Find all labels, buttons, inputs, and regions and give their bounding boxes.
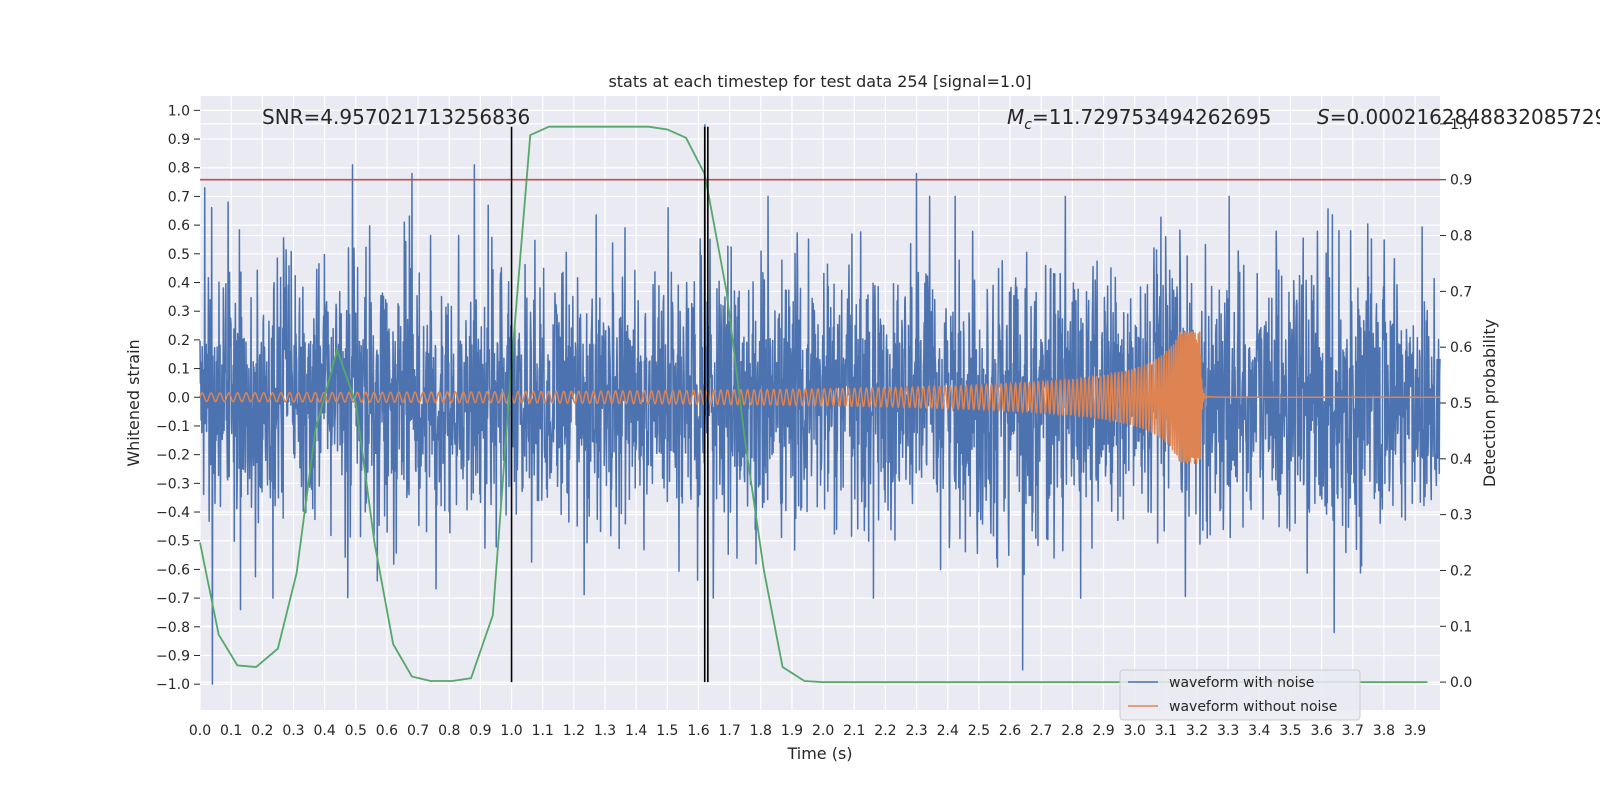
legend-box [1119, 669, 1361, 721]
y-tick-label: −0.2 [156, 448, 190, 464]
y2-axis-label: Detection probability [1480, 319, 1499, 487]
x-tick-label: 1.4 [625, 723, 647, 739]
snr-annotation: SNR=4.957021713256836 [262, 105, 530, 129]
x-tick-label: 2.3 [905, 723, 927, 739]
y-tick-label: 0.4 [168, 275, 190, 291]
y-tick-label: 0.2 [168, 333, 190, 349]
x-tick-label: 1.5 [656, 723, 678, 739]
x-tick-label: 3.0 [1124, 723, 1146, 739]
y-tick-label: −0.8 [156, 620, 190, 636]
x-tick-label: 2.0 [812, 723, 834, 739]
y2-tick-label: 0.3 [1450, 508, 1472, 524]
x-tick-label: 1.6 [687, 723, 709, 739]
y2-tick-label: 0.1 [1450, 619, 1472, 635]
s-value: =0.0002162848832085729 [1330, 105, 1600, 129]
y-tick-label: 0.9 [168, 132, 190, 148]
x-tick-label: 3.2 [1186, 723, 1208, 739]
x-tick-label: 0.8 [438, 723, 460, 739]
chirp-mass-annotation: Mc=11.729753494262695 [1007, 105, 1271, 133]
line-detection-probability [199, 125, 1428, 683]
y2-tick-label: 0.0 [1450, 675, 1472, 691]
x-tick-label: 1.3 [594, 723, 616, 739]
y2-ticks: 0.0 0.1 0.2 0.3 0.4 0.5 0.6 0.7 0.8 0.9 1.0 [1440, 117, 1472, 691]
y-tick-label: −1.0 [156, 677, 190, 693]
y2-tick-label: 0.4 [1450, 452, 1472, 468]
chirp-mass-value: =11.729753494262695 [1032, 105, 1271, 129]
x-tick-label: 0.6 [376, 723, 398, 739]
x-tick-label: 2.9 [1092, 723, 1114, 739]
y2-tick-label: 0.7 [1450, 284, 1472, 300]
y-tick-label: −0.3 [156, 476, 190, 492]
x-ticks: 0.0 0.1 0.2 0.3 0.4 0.5 0.6 0.7 0.8 0.9 1.0 1.1 1.2 1… [189, 723, 1426, 739]
y-axis-label: Whitened strain [124, 339, 143, 466]
x-tick-label: 0.3 [282, 723, 304, 739]
y-ticks: 1.0 0.9 0.8 0.7 0.6 0.5 0.4 0.3 0.2 0.1 0.0 −0.1 −0.… [156, 103, 200, 693]
x-tick-label: 2.2 [874, 723, 896, 739]
legend-label-waveform-with-noise: waveform with noise [1169, 675, 1314, 691]
x-tick-label: 2.4 [937, 723, 959, 739]
y2-tick-label: 0.9 [1450, 173, 1472, 189]
chart-title: stats at each timestep for test data 254… [608, 72, 1031, 91]
y2-tick-label: 0.5 [1450, 396, 1472, 412]
chirp-mass-symbol: M [1007, 105, 1024, 129]
y2-tick-label: 0.2 [1450, 563, 1472, 579]
x-tick-label: 3.8 [1373, 723, 1395, 739]
x-tick-label: 0.0 [189, 723, 211, 739]
x-tick-label: 1.7 [719, 723, 741, 739]
x-tick-label: 3.6 [1310, 723, 1332, 739]
series-detection-probability [199, 125, 1428, 683]
x-tick-label: 1.1 [532, 723, 554, 739]
y2-tick-label: 1.0 [1450, 117, 1472, 133]
y-tick-label: −0.1 [156, 419, 190, 435]
s-symbol: S [1317, 105, 1330, 129]
y2-tick-label: 0.8 [1450, 229, 1472, 245]
y-tick-label: −0.9 [156, 648, 190, 664]
chirp-mass-subscript: c [1024, 117, 1032, 133]
y2-tick-label: 0.6 [1450, 340, 1472, 356]
x-tick-label: 2.5 [968, 723, 990, 739]
y-tick-label: 0.7 [168, 189, 190, 205]
x-tick-label: 0.7 [407, 723, 429, 739]
series-waveform-without-noise [199, 331, 1440, 464]
x-tick-label: 0.5 [345, 723, 367, 739]
x-tick-label: 3.1 [1155, 723, 1177, 739]
line-waveform-with-noise [199, 123, 1441, 685]
line-waveform-without-noise [199, 331, 1440, 464]
x-tick-label: 2.7 [1030, 723, 1052, 739]
x-tick-label: 1.2 [563, 723, 585, 739]
x-tick-label: 3.5 [1279, 723, 1301, 739]
x-tick-label: 0.9 [469, 723, 491, 739]
x-tick-label: 3.7 [1342, 723, 1364, 739]
y-tick-label: 0.5 [168, 247, 190, 263]
series-waveform-with-noise [199, 123, 1441, 685]
s-annotation: S=0.0002162848832085729 [1317, 105, 1600, 129]
legend: waveform with noise waveform without noi… [1119, 669, 1361, 721]
x-tick-label: 2.8 [1061, 723, 1083, 739]
x-tick-label: 3.9 [1404, 723, 1426, 739]
x-tick-label: 1.9 [781, 723, 803, 739]
legend-label-waveform-without-noise: waveform without noise [1169, 699, 1337, 715]
x-tick-label: 2.6 [999, 723, 1021, 739]
x-axis-label: Time (s) [786, 744, 852, 763]
x-tick-label: 2.1 [843, 723, 865, 739]
x-tick-label: 3.3 [1217, 723, 1239, 739]
y-tick-label: 0.6 [168, 218, 190, 234]
x-tick-label: 1.8 [750, 723, 772, 739]
x-tick-label: 0.2 [251, 723, 273, 739]
y-tick-label: 1.0 [168, 103, 190, 119]
y-tick-label: 0.8 [168, 161, 190, 177]
y-tick-label: −0.5 [156, 534, 190, 550]
x-tick-label: 3.4 [1248, 723, 1270, 739]
x-tick-label: 0.4 [313, 723, 335, 739]
overlays [200, 126, 1440, 683]
y-tick-label: −0.7 [156, 591, 190, 607]
y-tick-label: 0.3 [168, 304, 190, 320]
x-tick-label: 0.1 [220, 723, 242, 739]
y-tick-label: 0.1 [168, 362, 190, 378]
y-tick-label: −0.4 [156, 505, 190, 521]
y-tick-label: 0.0 [168, 390, 190, 406]
x-tick-label: 1.0 [500, 723, 522, 739]
y-tick-label: −0.6 [156, 562, 190, 578]
